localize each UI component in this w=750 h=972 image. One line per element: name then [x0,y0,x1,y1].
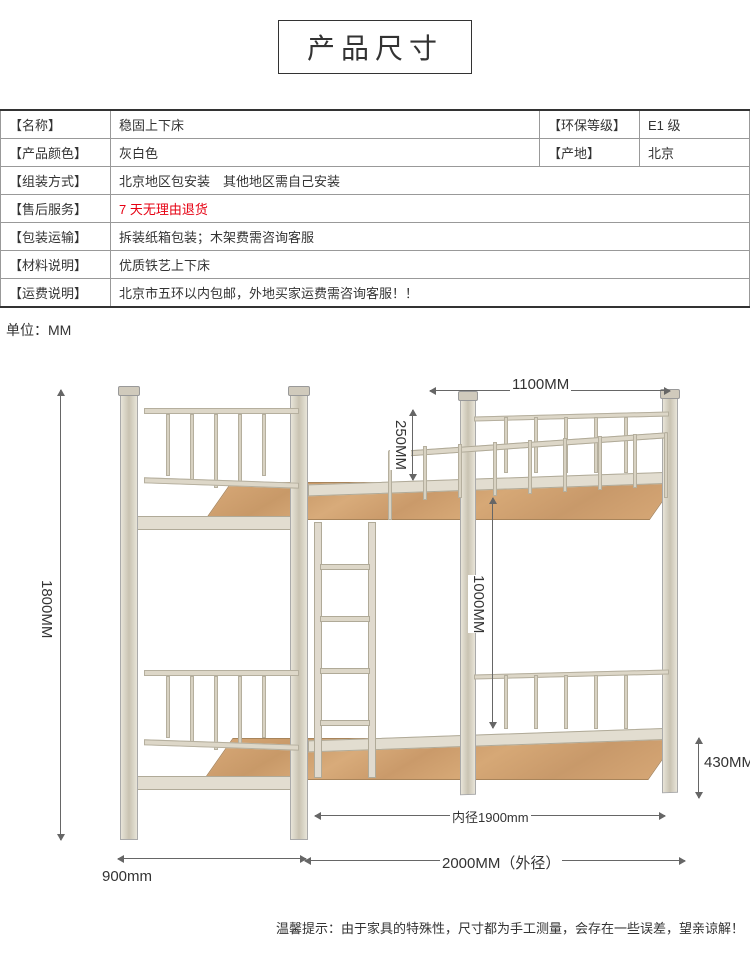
disclaimer-text: 温馨提示：由于家具的特殊性，尺寸都为手工测量，会存在一些误差，望亲谅解！ [0,910,750,949]
bunk-bed-diagram: 1800MM 900mm 2000MM（外径） 内径1900mm 430MM 1… [0,350,750,910]
dim-guard-width: 1100MM [510,376,571,393]
ladder [314,522,376,778]
spec-value: 拆装纸箱包装；木架费需咨询客服 [111,223,750,251]
spec-value: 稳固上下床 [111,110,540,139]
dim-bunk-gap: 1000MM [468,575,489,633]
spec-label: 【产地】 [540,139,640,167]
post-cap [288,386,310,396]
spec-value: 7 天无理由退货 [111,195,750,223]
dim-width: 900mm [100,868,154,885]
unit-label: 单位：MM [0,308,750,340]
title-wrap: 产品尺寸 [0,0,750,109]
dim-guard-height: 250MM [390,420,411,470]
dim-line-height [60,390,61,840]
spec-value: 北京 [640,139,750,167]
spec-label: 【运费说明】 [1,279,111,308]
spec-row: 【名称】稳固上下床【环保等级】E1 级 [1,110,750,139]
post [120,390,138,840]
spec-table: 【名称】稳固上下床【环保等级】E1 级【产品颜色】灰白色【产地】北京【组装方式】… [0,109,750,308]
spec-label: 【名称】 [1,110,111,139]
spec-row: 【材料说明】优质铁艺上下床 [1,251,750,279]
spec-label: 【环保等级】 [540,110,640,139]
spec-label: 【售后服务】 [1,195,111,223]
spec-row: 【售后服务】7 天无理由退货 [1,195,750,223]
dim-outer-length: 2000MM（外径） [440,852,562,873]
post-cap [458,391,478,401]
dim-line-width [118,858,306,859]
dim-inner-length: 内径1900mm [450,807,531,826]
spec-row: 【产品颜色】灰白色【产地】北京 [1,139,750,167]
page-title: 产品尺寸 [278,20,472,74]
spec-value: 北京市五环以内包邮，外地买家运费需咨询客服！！ [111,279,750,308]
spec-label: 【产品颜色】 [1,139,111,167]
spec-label: 【包装运输】 [1,223,111,251]
spec-value: E1 级 [640,110,750,139]
spec-row: 【组装方式】北京地区包安装 其他地区需自己安装 [1,167,750,195]
spec-value: 优质铁艺上下床 [111,251,750,279]
dim-line-lower [698,738,699,798]
headboard-bottom-front [144,670,299,780]
dim-lower-height: 430MM [702,754,750,771]
rail [136,516,308,530]
headboard-bottom-back [474,672,669,740]
spec-value: 北京地区包安装 其他地区需自己安装 [111,167,750,195]
guard-rail [388,442,668,502]
dim-line-gap [492,498,493,728]
spec-row: 【包装运输】拆装纸箱包装；木架费需咨询客服 [1,223,750,251]
dim-total-height: 1800MM [36,580,57,638]
dim-line-guard-h [412,410,413,480]
spec-row: 【运费说明】北京市五环以内包邮，外地买家运费需咨询客服！！ [1,279,750,308]
headboard-top-front [144,408,299,518]
spec-value: 灰白色 [111,139,540,167]
spec-label: 【材料说明】 [1,251,111,279]
spec-label: 【组装方式】 [1,167,111,195]
post-cap [118,386,140,396]
